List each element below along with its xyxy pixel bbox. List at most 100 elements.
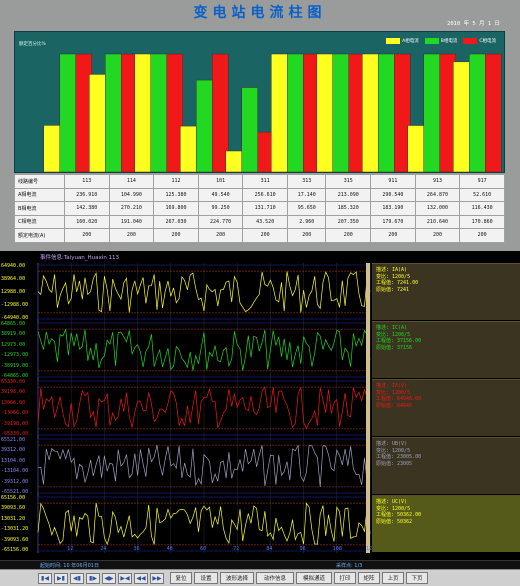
table-cell: 185.320 (325, 201, 372, 216)
table-cell: 264.870 (414, 187, 461, 202)
waveform-title: 事件信息:Taiyuan_Huaxin 113 (40, 255, 120, 261)
y-tick-label: 13066.00 (1, 399, 26, 406)
waveform-trace (37, 386, 371, 430)
channel-info-column: 描述: IA(A) 变比: 1200/5 工程值: 7241.00 原始值: 7241… (372, 263, 520, 563)
channel-info[interactable]: 描述: UC(V) 变比: 1200/5 工程值: 50362.00 原始值: 503… (372, 495, 520, 552)
table-cell: 169.800 (153, 201, 199, 216)
x-tick-label: 84 (266, 546, 273, 552)
nav-icon-2[interactable]: ◀▮ (70, 572, 84, 584)
table-cell: 313 (286, 174, 327, 189)
waveform-trace (37, 502, 371, 546)
table-cell: 112 (153, 174, 199, 189)
bar-913-1 (423, 53, 440, 173)
nav-icon-7[interactable]: ▶▶ (150, 572, 164, 584)
toolbar-button[interactable]: 下页 (406, 572, 428, 584)
bar-113-1 (59, 53, 76, 173)
legend-item: B相电流 (424, 38, 457, 44)
waveform-svg[interactable] (0, 251, 520, 563)
channel-info-line: 原始值: 64946 (376, 402, 413, 409)
y-tick-label: -38919.00 (1, 362, 29, 369)
table-cell: 104.990 (108, 187, 155, 202)
row-header: 额定电流(A) (14, 228, 65, 243)
bar-113-0 (43, 125, 60, 173)
nav-icon-4[interactable]: ◀▶ (102, 572, 116, 584)
legend-label: C相电流 (479, 39, 496, 44)
channel-info[interactable]: 描述: IC(A) 变比: 1200/5 工程值: 37156.00 原始值: 371… (372, 321, 520, 378)
table-cell: 200 (370, 228, 416, 243)
table-cell: 236.910 (64, 187, 110, 202)
table-cell: 917 (459, 174, 505, 189)
date-label: 2010 年 5 月 1 日 (447, 21, 500, 27)
table-cell: 125.380 (153, 187, 199, 202)
time-cursor[interactable] (366, 263, 370, 553)
nav-icon-0[interactable]: ▮◀ (38, 572, 52, 584)
channel-info-line: 描述: IC(A) (376, 325, 408, 331)
channel-info-line: 原始值: 7241 (376, 286, 410, 293)
bar-313-1 (287, 53, 304, 173)
legend-item: A相电流 (386, 38, 419, 44)
bar-311-0 (225, 150, 242, 173)
toolbar-button[interactable]: 复位 (170, 572, 192, 584)
toolbar-button[interactable]: 矩阵 (358, 572, 380, 584)
x-tick-label: 24 (100, 546, 107, 552)
channel-info-line: 变比: 1200/5 (376, 273, 411, 280)
y-tick-label: 65330.00 (1, 379, 26, 385)
status-start-time: 起始时间: 10 年06月01日 (40, 563, 99, 569)
bar-chart-svg (43, 53, 502, 173)
y-tick-label: 64940.00 (1, 263, 26, 269)
channel-info-line: 工程值: 23005.00 (376, 454, 422, 461)
table-cell: 315 (325, 174, 372, 189)
row-header: 线路编号 (14, 174, 65, 189)
table-cell: 200 (64, 228, 110, 243)
legend-swatch (424, 38, 439, 44)
y-tick-label: -65521.00 (1, 489, 29, 495)
row-header: B相电流 (14, 201, 65, 216)
table-cell: 911 (370, 174, 416, 189)
y-tick-label: 65521.00 (1, 437, 26, 443)
channel-info-line: 原始值: 23005 (376, 460, 413, 467)
channel-info-line: 变比: 1200/5 (376, 505, 411, 512)
row-header: C相电流 (14, 214, 65, 229)
x-tick-label: 108 (332, 546, 342, 552)
table-cell: 113 (64, 174, 110, 189)
y-tick-label: -39093.60 (1, 536, 29, 543)
toolbar-button[interactable]: 波形选择 (220, 572, 254, 584)
table-cell: 2.960 (286, 214, 327, 229)
nav-icon-1[interactable]: ▶▮ (54, 572, 68, 584)
legend-item: C相电流 (463, 38, 496, 44)
channel-info[interactable]: 描述: IA(A) 变比: 1200/5 工程值: 7241.00 原始值: 7241 (372, 263, 520, 320)
channel-info[interactable]: 描述: IA(V) 变比: 1200/5 工程值: 64946.00 原始值: 649… (372, 379, 520, 436)
table-cell: 101 (197, 174, 244, 189)
table-cell: 290.540 (370, 187, 416, 202)
toolbar-button[interactable]: 上页 (382, 572, 404, 584)
toolbar-button[interactable]: 打印 (334, 572, 356, 584)
bar-112-0 (134, 53, 151, 173)
table-cell: 200 (325, 228, 372, 243)
channel-info-line: 原始值: 50362 (376, 518, 413, 525)
table-cell: 131.710 (242, 201, 288, 216)
toolbar-button[interactable]: 设置 (194, 572, 218, 584)
channel-info[interactable]: 描述: UB(V) 变比: 1200/5 工程值: 23005.00 原始值: 230… (372, 437, 520, 494)
nav-icon-3[interactable]: ▮▶ (86, 572, 100, 584)
nav-icon-6[interactable]: ◀◀ (134, 572, 148, 584)
table-cell: 116.430 (459, 201, 505, 216)
y-tick-label: 39312.00 (1, 447, 26, 454)
table-cell: 160.020 (64, 214, 110, 229)
table-cell: 213.090 (325, 187, 372, 202)
legend-swatch (463, 38, 478, 44)
toolbar-button[interactable]: 动作信息 (256, 572, 294, 584)
channel-info-line: 变比: 1200/5 (376, 331, 411, 338)
table-row: 线路编号 113 114 112 101 311 313 315 911 913 917 (14, 174, 505, 189)
y-tick-label: -13104.00 (1, 468, 29, 475)
bar-315-0 (316, 53, 333, 173)
bar-917-2 (485, 53, 502, 173)
bar-911-1 (378, 53, 395, 173)
y-tick-label: -39198.00 (1, 420, 29, 427)
y-tick-label: -12973.00 (1, 352, 29, 359)
y-tick-label: -12988.00 (1, 302, 29, 308)
bar-917-0 (453, 61, 470, 173)
x-tick-label: 72 (233, 546, 240, 552)
toolbar-button[interactable]: 模拟通道 (296, 572, 332, 584)
nav-icon-5[interactable]: ▶◀ (118, 572, 132, 584)
y-tick-label: 39198.00 (1, 389, 26, 396)
